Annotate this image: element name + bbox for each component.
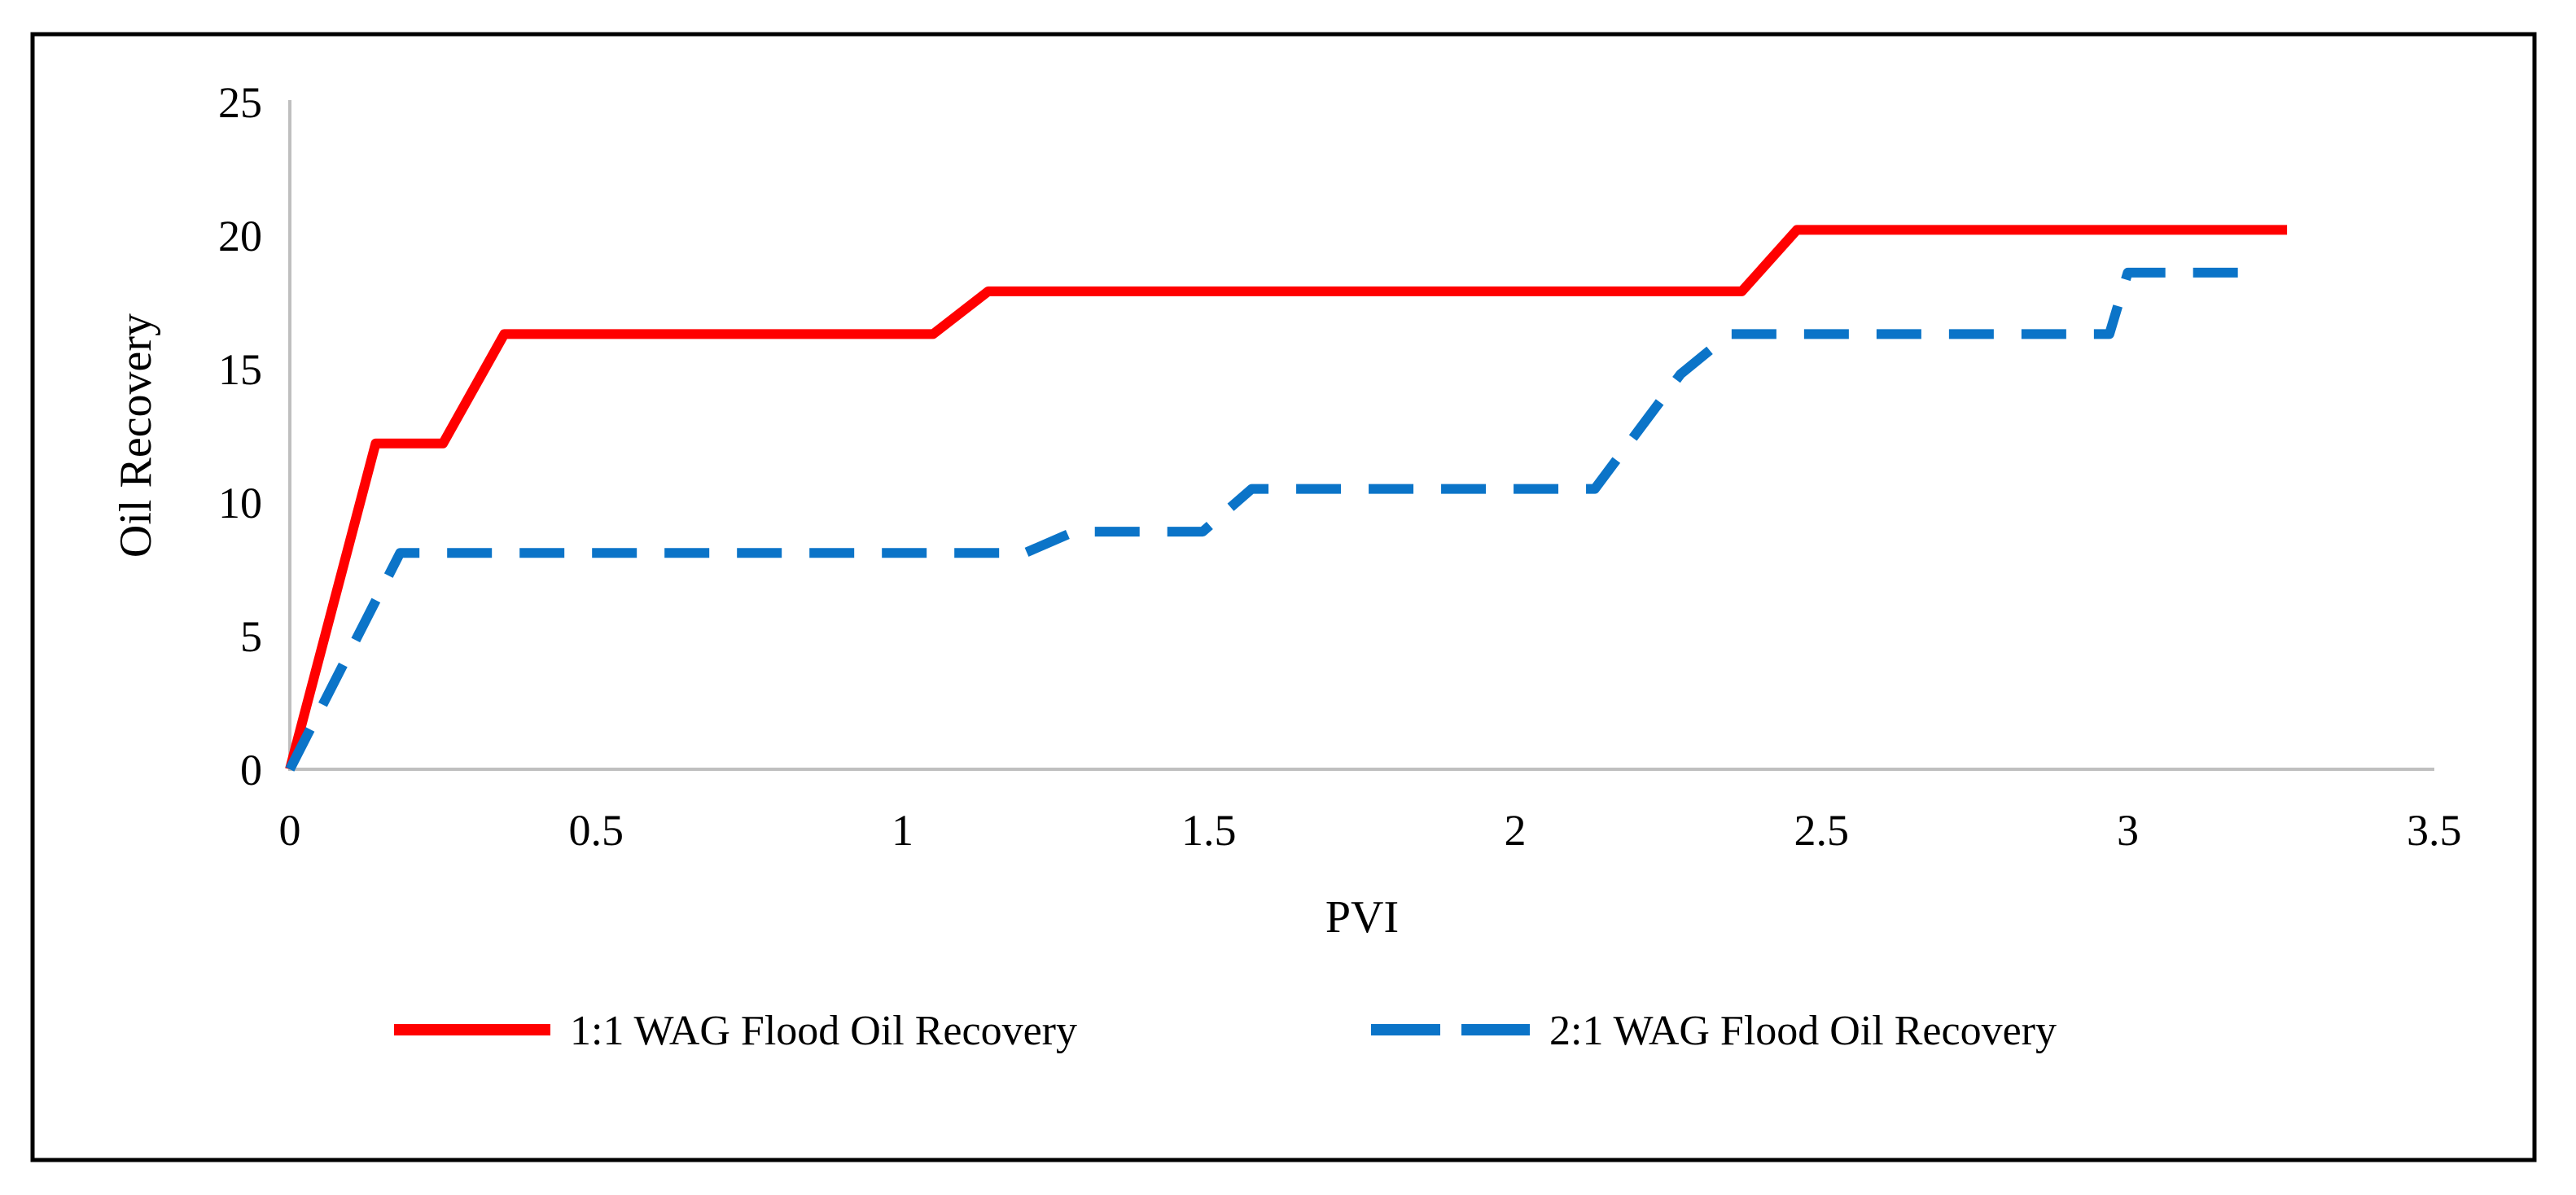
y-tick-label: 20 xyxy=(218,212,262,260)
legend-item: 1:1 WAG Flood Oil Recovery xyxy=(394,1008,1077,1054)
y-axis-tick-labels: 0 5 10 15 20 25 xyxy=(218,78,262,794)
x-tick-label: 3.5 xyxy=(2407,806,2462,855)
y-tick-label: 15 xyxy=(218,345,262,394)
series-line-1-1-wag xyxy=(285,225,2288,771)
x-axis-title: PVI xyxy=(1325,892,1399,943)
x-tick-label: 1 xyxy=(892,806,913,855)
x-tick-label: 3 xyxy=(2117,806,2139,855)
series-line-2-1-wag xyxy=(285,267,2238,772)
x-tick-label: 2.5 xyxy=(1794,806,1850,855)
x-axis-tick-labels: 0 0.5 1 1.5 2 2.5 3 3.5 xyxy=(279,806,2462,855)
y-axis-title: Oil Recovery xyxy=(111,313,161,558)
x-tick-label: 2 xyxy=(1505,806,1527,855)
y-tick-label: 10 xyxy=(218,479,262,527)
y-tick-label: 25 xyxy=(218,78,262,127)
y-tick-label: 5 xyxy=(240,612,262,661)
x-tick-label: 0.5 xyxy=(569,806,624,855)
y-tick-label: 0 xyxy=(240,746,262,794)
legend-label: 2:1 WAG Flood Oil Recovery xyxy=(1549,1008,2057,1054)
legend-label: 1:1 WAG Flood Oil Recovery xyxy=(570,1008,1077,1054)
plot-frame xyxy=(30,32,2537,1162)
plot-series xyxy=(285,225,2288,772)
x-tick-label: 0 xyxy=(279,806,301,855)
legend: 1:1 WAG Flood Oil Recovery 2:1 WAG Flood … xyxy=(394,1008,2057,1054)
x-tick-label: 1.5 xyxy=(1181,806,1237,855)
legend-item: 2:1 WAG Flood Oil Recovery xyxy=(1371,1008,2057,1054)
